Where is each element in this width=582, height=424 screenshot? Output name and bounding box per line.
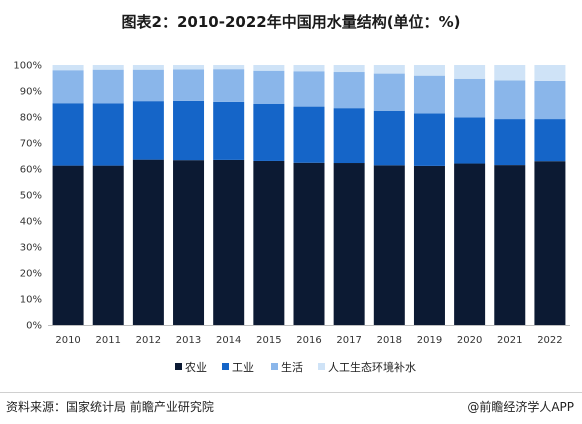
bar-segment-2022-0	[534, 161, 566, 325]
bar-segment-2020-2	[454, 78, 486, 118]
chart-title: 图表2：2010-2022年中国用水量结构(单位：%)	[121, 13, 461, 31]
bar-segment-2021-3	[494, 65, 526, 81]
y-tick-label: 100%	[13, 61, 42, 72]
legend-swatch	[271, 363, 278, 370]
y-axis: 0% 10% 20% 30% 40% 50% 60% 70% 80% 90% 100%	[13, 61, 42, 332]
bar-segment-2019-2	[413, 75, 445, 114]
bar-segment-2012-3	[132, 65, 164, 70]
bar-segment-2011-0	[92, 165, 124, 325]
x-tick-label: 2019	[417, 335, 442, 346]
bar-segment-2016-2	[293, 71, 325, 107]
x-tick-label: 2022	[537, 335, 562, 346]
x-tick-label: 2011	[96, 335, 121, 346]
source-note: 资料来源：国家统计局 前瞻产业研究院	[6, 400, 214, 414]
y-tick-label: 10%	[20, 295, 42, 306]
bar-segment-2020-1	[454, 117, 486, 164]
bar-segment-2017-0	[333, 163, 365, 325]
credit-note: @前瞻经济学人APP	[467, 400, 574, 414]
bar-segment-2018-0	[373, 165, 405, 325]
bar-segment-2012-0	[132, 159, 164, 325]
bar-segment-2013-1	[173, 100, 205, 161]
bar-segment-2013-3	[173, 65, 205, 70]
footer-divider	[0, 392, 582, 393]
bar-segment-2016-1	[293, 106, 325, 163]
bars	[52, 65, 566, 325]
bar-segment-2010-1	[52, 103, 84, 166]
bar-segment-2022-3	[534, 65, 566, 81]
y-tick-label: 40%	[20, 217, 42, 228]
bar-segment-2021-0	[494, 165, 526, 325]
bar-segment-2012-2	[132, 69, 164, 102]
legend-swatch	[318, 363, 325, 370]
bar-segment-2011-3	[92, 65, 124, 70]
bar-segment-2014-3	[213, 65, 245, 70]
bar-segment-2017-1	[333, 108, 365, 164]
bar-segment-2014-0	[213, 159, 245, 325]
legend-label: 生活	[281, 360, 303, 374]
bar-segment-2018-3	[373, 65, 405, 74]
y-tick-label: 20%	[20, 269, 42, 280]
bar-segment-2022-2	[534, 80, 566, 120]
x-tick-label: 2012	[136, 335, 161, 346]
bar-segment-2020-0	[454, 163, 486, 325]
bar-segment-2019-0	[413, 165, 445, 325]
y-tick-label: 70%	[20, 139, 42, 150]
bar-segment-2017-3	[333, 65, 365, 73]
x-tick-label: 2021	[497, 335, 522, 346]
bar-segment-2020-3	[454, 65, 486, 79]
bar-segment-2021-2	[494, 80, 526, 120]
x-tick-label: 2010	[55, 335, 80, 346]
x-axis: 2010 2011 2012 2013 2014 2015 2016 2017 2018 2019…	[48, 325, 570, 346]
bar-segment-2017-2	[333, 72, 365, 109]
stacked-bar-chart: 0%10%20%30%40%50%60%70%80%90%100% 2010 20…	[13, 61, 570, 374]
legend-label: 工业	[232, 361, 254, 374]
legend-swatch	[222, 363, 229, 370]
x-tick-label: 2017	[336, 335, 361, 346]
bar-segment-2015-1	[253, 104, 285, 161]
legend-label: 人工生态环境补水	[328, 360, 416, 374]
bar-segment-2011-1	[92, 103, 124, 166]
y-tick-label: 30%	[20, 243, 42, 254]
bar-segment-2010-2	[52, 70, 84, 104]
legend: 农业 工业 生活 人工生态环境补水	[175, 360, 416, 374]
bar-segment-2021-1	[494, 119, 526, 166]
x-tick-label: 2015	[256, 335, 281, 346]
x-tick-label: 2013	[176, 335, 201, 346]
bar-segment-2015-3	[253, 65, 285, 71]
y-tick-label: 50%	[20, 191, 42, 202]
x-tick-label: 2014	[216, 335, 241, 346]
bar-segment-2012-1	[132, 101, 164, 160]
bar-segment-2019-1	[413, 113, 445, 166]
x-tick-label: 2018	[377, 335, 402, 346]
bar-segment-2018-2	[373, 73, 405, 111]
bar-segment-2015-0	[253, 160, 285, 325]
bar-segment-2013-0	[173, 160, 205, 325]
bar-segment-2019-3	[413, 65, 445, 76]
bar-segment-2011-2	[92, 69, 124, 104]
x-tick-label: 2016	[296, 335, 321, 346]
y-tick-label: 60%	[20, 165, 42, 176]
legend-label: 农业	[185, 360, 207, 374]
bar-segment-2018-1	[373, 110, 405, 166]
x-tick-label: 2020	[457, 335, 482, 346]
bar-segment-2015-2	[253, 70, 285, 104]
legend-swatch	[175, 363, 182, 370]
bar-segment-2014-2	[213, 69, 245, 102]
y-tick-label: 80%	[20, 113, 42, 124]
y-tick-label: 90%	[20, 87, 42, 98]
bar-segment-2010-0	[52, 165, 84, 325]
bar-segment-2010-3	[52, 65, 84, 71]
y-tick-label: 0%	[26, 321, 42, 332]
bar-segment-2013-2	[173, 69, 205, 101]
bar-segment-2016-0	[293, 162, 325, 325]
bar-segment-2016-3	[293, 65, 325, 72]
bar-segment-2022-1	[534, 119, 566, 162]
bar-segment-2014-1	[213, 101, 245, 160]
